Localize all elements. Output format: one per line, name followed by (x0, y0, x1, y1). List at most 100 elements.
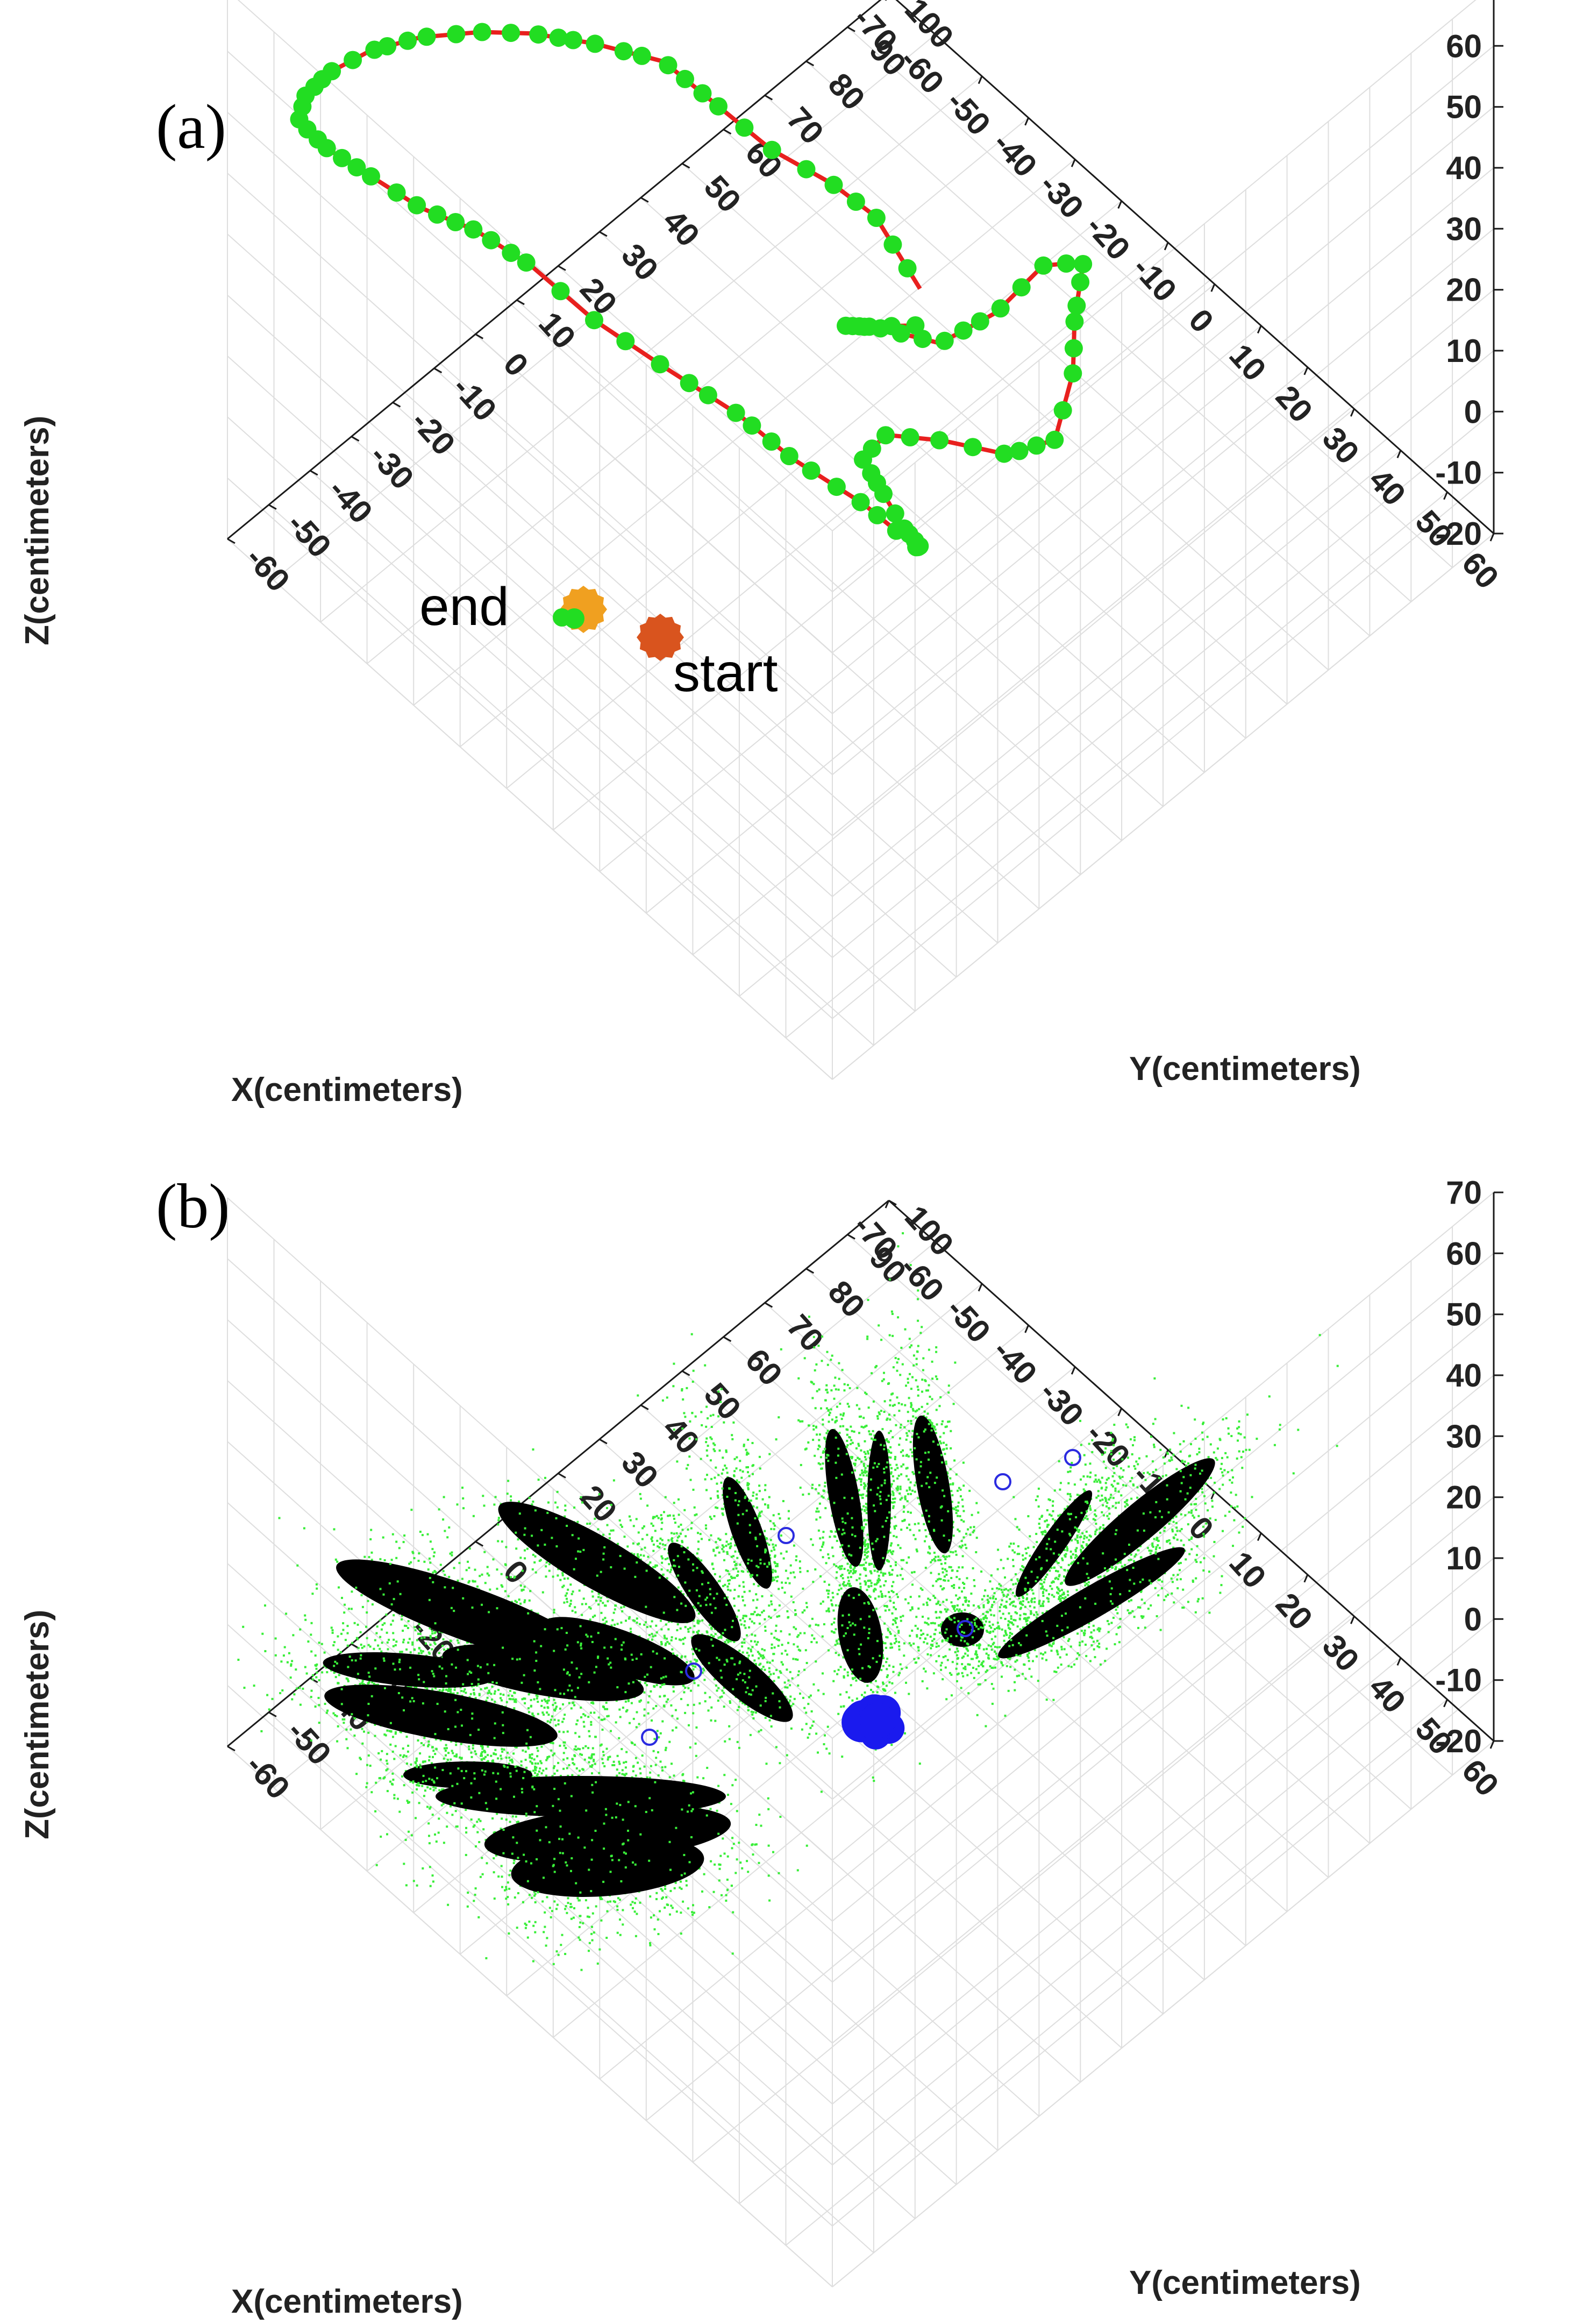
cloud-point (433, 1551, 436, 1554)
cloud-point (640, 1699, 642, 1702)
cloud-point (657, 1751, 659, 1753)
cloud-point (612, 1900, 615, 1903)
cloud-point (426, 1533, 429, 1536)
cloud-point (546, 1757, 548, 1760)
cloud-point (386, 1833, 388, 1836)
cloud-point (468, 1567, 470, 1569)
cloud-point (388, 1638, 390, 1641)
cloud-point (641, 1754, 644, 1757)
waypoint-marker (680, 374, 698, 393)
cloud-point (446, 1811, 448, 1814)
cloud-point (618, 1519, 621, 1522)
cloud-point (734, 1872, 737, 1874)
cloud-point (607, 1756, 610, 1759)
cloud-point (666, 1637, 668, 1640)
cloud-point (691, 1911, 694, 1914)
waypoint-marker (851, 493, 870, 511)
cloud-point (415, 1687, 418, 1689)
cloud-point (418, 1623, 420, 1625)
cloud-point (366, 1782, 368, 1785)
cloud-point (286, 1661, 289, 1664)
cloud-point (370, 1559, 373, 1561)
cloud-point (429, 1787, 432, 1790)
cloud-point (558, 1730, 561, 1733)
cloud-point (509, 1698, 512, 1701)
z-tick-label: 30 (1446, 1418, 1482, 1454)
cloud-point (639, 1681, 641, 1683)
cloud-point (466, 1905, 469, 1908)
cloud-point (346, 1747, 349, 1750)
cloud-point (665, 1746, 667, 1749)
y-tick (805, 1268, 815, 1274)
cloud-point (586, 1915, 589, 1918)
cloud-point (411, 1551, 414, 1553)
gridline (832, 1558, 1494, 2105)
cloud-point (548, 1696, 550, 1698)
y-tick (310, 470, 318, 476)
cloud-point (589, 1618, 591, 1621)
cloud-point (438, 1630, 441, 1633)
y-tick-label: 50 (697, 1376, 748, 1426)
cloud-point (582, 1922, 584, 1924)
cloud-point (595, 1905, 597, 1908)
cloud-point (584, 1899, 587, 1902)
cloud-point (582, 1713, 585, 1716)
cloud-point (718, 1879, 721, 1882)
cloud-point (661, 1889, 664, 1892)
cloud-point (446, 1758, 449, 1761)
cloud-point (304, 1666, 306, 1668)
x-tick-label: 60 (1455, 545, 1506, 595)
cloud-point (524, 1702, 526, 1704)
cloud-point (519, 1557, 522, 1559)
cloud-point (674, 1709, 677, 1711)
cloud-point (730, 1803, 732, 1806)
y-tick (599, 231, 608, 237)
cloud-point (619, 1918, 621, 1921)
z-tick-label: 10 (1446, 1540, 1482, 1576)
cloud-point (299, 1703, 302, 1706)
cloud-point (555, 1950, 558, 1953)
cloud-point (689, 1746, 691, 1749)
cloud-point (488, 1574, 490, 1577)
cloud-point (405, 1736, 408, 1738)
cloud-point (439, 1563, 442, 1566)
cloud-point (573, 1748, 576, 1751)
cloud-point (318, 1641, 320, 1644)
cloud-point (668, 1563, 671, 1566)
cloud-point (391, 1750, 394, 1753)
x-tick-label: 30 (1315, 420, 1366, 471)
cloud-point (571, 1774, 574, 1776)
cloud-point (680, 1887, 683, 1890)
cloud-point (317, 1697, 320, 1699)
cloud-point (422, 1867, 424, 1870)
y-tick (764, 1302, 773, 1308)
cloud-point (545, 1565, 547, 1568)
cloud-point (643, 1765, 646, 1768)
cloud-point (475, 1685, 478, 1687)
cloud-point (525, 1814, 527, 1817)
cloud-point (567, 1897, 569, 1900)
cloud-point (497, 1523, 500, 1526)
cloud-point (429, 1885, 432, 1887)
cloud-point (772, 1659, 774, 1662)
cloud-point (369, 1645, 372, 1648)
cloud-point (516, 1601, 518, 1603)
cloud-point (548, 1907, 551, 1909)
cloud-point (342, 1629, 345, 1631)
cloud-point (531, 1503, 533, 1506)
cloud-point (468, 1745, 470, 1748)
waypoint-marker (693, 84, 712, 103)
cloud-point (444, 1750, 447, 1752)
cloud-point (566, 1767, 568, 1769)
cloud-point (534, 1767, 537, 1769)
cloud-point (537, 1762, 539, 1765)
cloud-point (446, 1825, 448, 1828)
cloud-point (651, 1540, 653, 1543)
cloud-point (605, 1621, 608, 1623)
cloud-point (714, 1863, 716, 1866)
cloud-point (359, 1757, 361, 1759)
gridline (723, 129, 1329, 671)
cloud-point (608, 1533, 611, 1536)
cloud-point (472, 1580, 474, 1582)
cloud-point (590, 1756, 593, 1759)
